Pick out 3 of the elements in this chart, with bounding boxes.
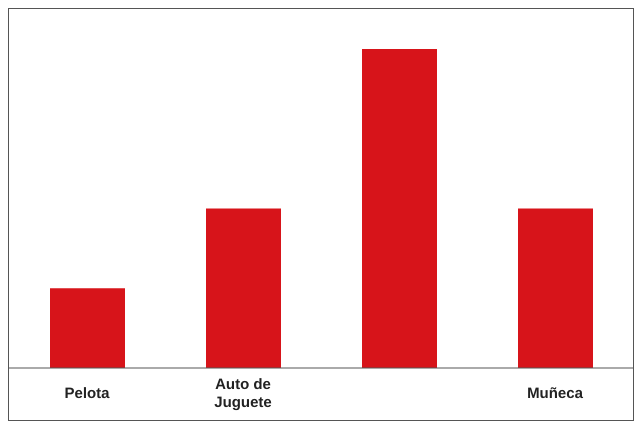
x-tick-label: Auto de Juguete (214, 376, 272, 411)
x-tick-label: Pelota (64, 385, 110, 402)
x-tick-label: Muñeca (527, 385, 584, 402)
